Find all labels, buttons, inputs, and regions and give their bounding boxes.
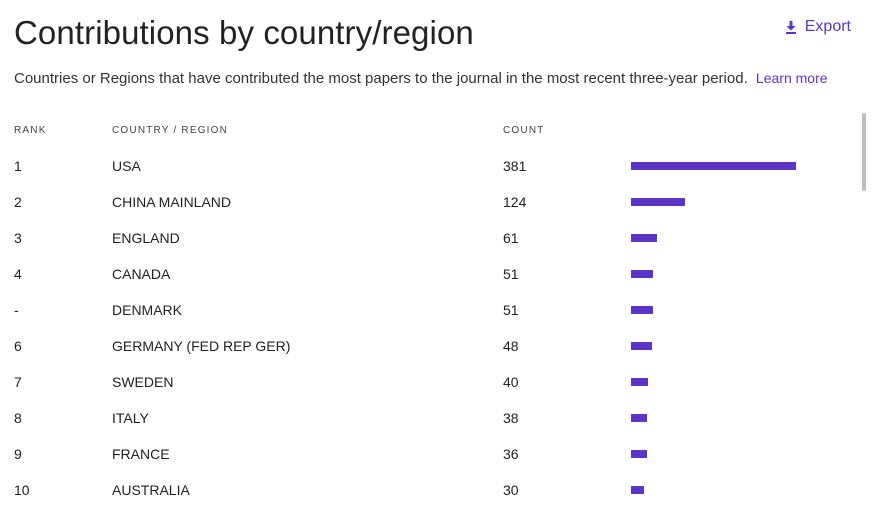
count-bar [631,234,657,242]
column-header-count: COUNT [503,125,545,136]
count-bar [631,270,653,278]
row-rank: 4 [14,266,22,282]
table-row: 8 ITALY 38 [0,401,860,437]
count-bar [631,162,796,170]
row-country: CANADA [112,266,171,282]
description-text: Countries or Regions that have contribut… [14,70,748,87]
count-bar [631,486,644,494]
row-rank: 1 [14,158,22,174]
row-country: CHINA MAINLAND [112,194,232,210]
row-country: USA [112,158,141,174]
row-count: 36 [503,446,519,462]
count-bar [631,198,685,206]
row-country: SWEDEN [112,374,174,390]
row-count: 124 [503,194,527,210]
row-rank: 6 [14,338,22,354]
count-bar [631,378,648,386]
table-row: 4 CANADA 51 [0,257,860,293]
row-rank: 7 [14,374,22,390]
row-count: 30 [503,482,519,498]
row-country: DENMARK [112,302,183,318]
row-count: 40 [503,374,519,390]
table-header: RANK COUNTRY / REGION COUNT [0,118,860,142]
row-rank: - [14,302,19,318]
row-count: 51 [503,266,519,282]
row-country: GERMANY (FED REP GER) [112,338,291,354]
export-label: Export [804,18,851,35]
column-header-country: COUNTRY / REGION [112,125,229,136]
count-bar [631,414,647,422]
count-bar [631,450,647,458]
row-rank: 9 [14,446,22,462]
row-rank: 10 [14,482,30,498]
page-title: Contributions by country/region [14,14,474,51]
count-bar [631,306,653,314]
row-country: ITALY [112,410,149,426]
column-header-rank: RANK [14,125,47,136]
row-count: 381 [503,158,527,174]
export-button[interactable]: Export [785,18,851,36]
table-row: 10 AUSTRALIA 30 [0,473,860,509]
download-icon [785,20,797,34]
table-row: 7 SWEDEN 40 [0,365,860,401]
row-country: ENGLAND [112,230,180,246]
table-row: - DENMARK 51 [0,293,860,329]
row-country: FRANCE [112,446,170,462]
scrollbar-thumb[interactable] [862,113,866,191]
table-row: 9 FRANCE 36 [0,437,860,473]
row-count: 38 [503,410,519,426]
table-row: 2 CHINA MAINLAND 124 [0,185,860,221]
row-rank: 8 [14,410,22,426]
table-row: 3 ENGLAND 61 [0,221,860,257]
count-bar [631,342,652,350]
description: Countries or Regions that have contribut… [14,70,859,87]
row-count: 48 [503,338,519,354]
learn-more-link[interactable]: Learn more [755,70,828,86]
table-row: 6 GERMANY (FED REP GER) 48 [0,329,860,365]
table-row: 1 USA 381 [0,149,860,185]
row-rank: 3 [14,230,22,246]
row-count: 51 [503,302,519,318]
row-country: AUSTRALIA [112,482,190,498]
row-count: 61 [503,230,519,246]
row-rank: 2 [14,194,22,210]
